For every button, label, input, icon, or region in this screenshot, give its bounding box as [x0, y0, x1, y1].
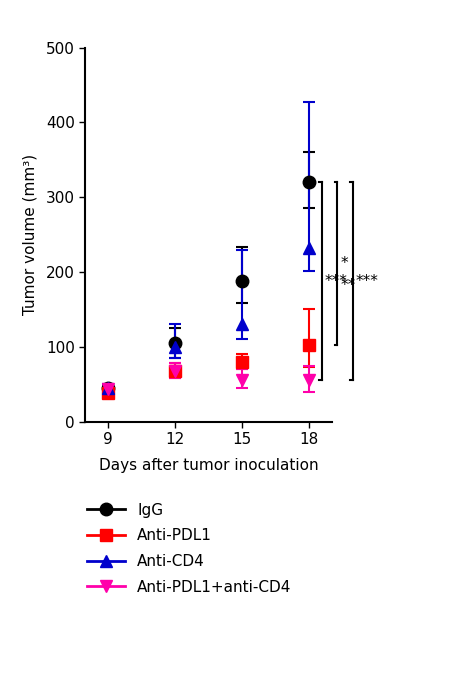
Text: **: ** — [340, 278, 356, 293]
Text: ***: *** — [356, 274, 379, 289]
Y-axis label: Tumor volume (mm³): Tumor volume (mm³) — [23, 154, 37, 315]
X-axis label: Days after tumor inoculation: Days after tumor inoculation — [99, 458, 319, 473]
Text: *: * — [340, 256, 348, 271]
Legend: IgG, Anti-PDL1, Anti-CD4, Anti-PDL1+anti-CD4: IgG, Anti-PDL1, Anti-CD4, Anti-PDL1+anti… — [81, 496, 298, 601]
Text: ***: *** — [325, 274, 347, 289]
